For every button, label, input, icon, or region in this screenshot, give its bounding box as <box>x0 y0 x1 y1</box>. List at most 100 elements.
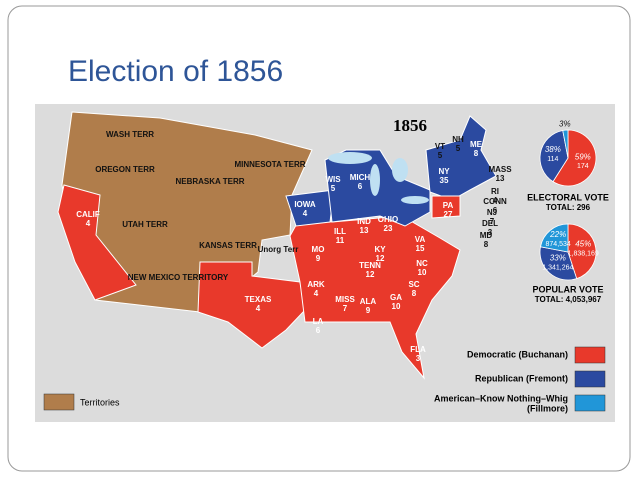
state-name: NH <box>452 135 464 144</box>
state-name: VA <box>415 235 426 244</box>
state-votes: 5 <box>331 184 336 193</box>
state-votes: 4 <box>314 289 319 298</box>
state-name: PA <box>443 201 454 210</box>
legend-label: Democratic (Buchanan) <box>467 349 568 359</box>
pie-slice <box>552 129 597 187</box>
state-name: MASS <box>488 165 512 174</box>
state-votes: 4 <box>303 209 308 218</box>
legend-swatch <box>574 346 606 364</box>
lake <box>392 158 408 182</box>
iowa-shape <box>285 189 335 227</box>
pie-title: ELECTORAL VOTE <box>527 192 609 202</box>
state-votes: 7 <box>343 304 348 313</box>
state-name: MD <box>480 231 493 240</box>
legend-label: American–Know Nothing–Whig <box>434 393 568 403</box>
legend-swatch <box>43 393 75 411</box>
state-votes: 5 <box>438 151 443 160</box>
state-votes: 12 <box>376 254 385 263</box>
territory-label: UTAH TERR <box>122 220 168 229</box>
state-name: KY <box>374 245 386 254</box>
territory-label: Unorg Terr <box>258 245 299 254</box>
slice-count: 1,341,264 <box>542 264 573 271</box>
territory-label: KANSAS TERR <box>199 241 257 250</box>
state-name: MO <box>312 245 325 254</box>
state-name: TENN <box>359 261 381 270</box>
state-votes: 4 <box>493 196 498 205</box>
state-votes: 9 <box>316 254 321 263</box>
pie-total: TOTAL: 4,053,967 <box>535 295 602 304</box>
slice-percent: 45% <box>575 240 591 249</box>
state-name: ARK <box>307 280 325 289</box>
territory-label: NEW MEXICO TERRITORY <box>128 273 229 282</box>
slice-percent: 33% <box>550 254 566 263</box>
south-shape <box>289 215 461 380</box>
slice-count: 874,534 <box>546 241 571 248</box>
legend-swatch <box>574 370 606 388</box>
slice-count: 114 <box>547 156 558 163</box>
state-votes: 3 <box>416 354 421 363</box>
slice-count: 174 <box>577 163 589 170</box>
state-votes: 3 <box>488 228 493 237</box>
lake <box>370 164 380 196</box>
state-votes: 4 <box>256 304 261 313</box>
state-votes: 9 <box>366 306 371 315</box>
state-name: OHIO <box>378 215 398 224</box>
pie-slice <box>539 130 569 183</box>
pie-slice <box>540 223 569 253</box>
state-votes: 8 <box>412 289 417 298</box>
state-name: CALIF <box>76 210 100 219</box>
state-votes: 6 <box>358 182 363 191</box>
state-name: MISS <box>335 295 355 304</box>
lake <box>401 196 429 204</box>
state-name: WIS <box>325 175 341 184</box>
state-votes: 13 <box>360 226 369 235</box>
territory-label: NEBRASKA TERR <box>175 177 244 186</box>
state-votes: 27 <box>444 210 453 219</box>
state-votes: 35 <box>440 176 449 185</box>
state-votes: 13 <box>496 174 505 183</box>
state-name: CONN <box>483 197 507 206</box>
state-name: VT <box>435 142 445 151</box>
slice-percent: 22% <box>549 230 566 239</box>
state-votes: 12 <box>366 270 375 279</box>
pie-total: TOTAL: 296 <box>546 203 591 212</box>
state-votes: 10 <box>418 268 427 277</box>
state-votes: 8 <box>484 240 489 249</box>
map-year: 1856 <box>393 116 427 135</box>
california-shape <box>57 184 137 301</box>
slide-title: Election of 1856 <box>68 55 283 88</box>
pie-slice <box>567 223 597 280</box>
map-shapes <box>57 111 497 380</box>
state-votes: 6 <box>316 326 321 335</box>
state-name: ME <box>470 140 483 149</box>
territory-label: MINNESOTA TERR <box>234 160 305 169</box>
slice-percent: 3% <box>559 119 571 128</box>
state-name: FLA <box>410 345 426 354</box>
legend-sublabel: (Fillmore) <box>527 403 568 413</box>
state-name: MICH <box>350 173 371 182</box>
state-name: NC <box>416 259 428 268</box>
state-votes: 15 <box>416 244 425 253</box>
texas-shape <box>197 261 306 349</box>
state-name: DEL <box>482 219 498 228</box>
pie-title: POPULAR VOTE <box>532 284 603 294</box>
state-name: ALA <box>360 297 377 306</box>
state-votes: 4 <box>86 219 91 228</box>
state-votes: 6 <box>493 206 498 215</box>
state-name: GA <box>390 293 402 302</box>
state-votes: 7 <box>490 217 495 226</box>
state-name: IND <box>357 217 371 226</box>
legend-swatch <box>574 394 606 412</box>
pennsylvania-shape <box>431 195 461 219</box>
state-votes: 8 <box>474 149 479 158</box>
state-votes: 10 <box>392 302 401 311</box>
pie-slice <box>539 246 578 281</box>
state-name: NY <box>438 167 450 176</box>
legend-label: Territories <box>80 397 120 407</box>
slice-percent: 59% <box>575 152 591 161</box>
lake <box>328 152 372 164</box>
state-name: RI <box>491 187 499 196</box>
state-votes: 5 <box>456 144 461 153</box>
state-name: LA <box>313 317 324 326</box>
